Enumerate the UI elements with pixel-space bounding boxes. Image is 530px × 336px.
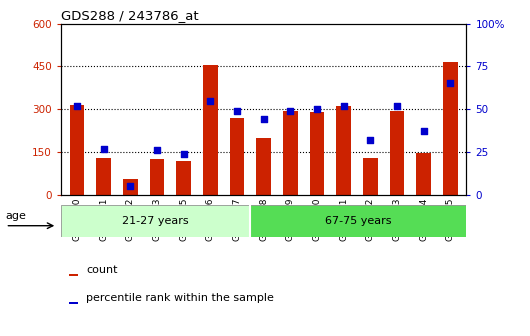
Bar xyxy=(257,138,271,195)
Bar xyxy=(283,111,298,195)
Bar xyxy=(69,105,84,195)
Point xyxy=(419,129,428,134)
Point xyxy=(73,103,81,109)
Point xyxy=(126,183,135,189)
Text: GDS288 / 243786_at: GDS288 / 243786_at xyxy=(61,9,199,23)
Bar xyxy=(363,158,378,195)
Point xyxy=(153,148,161,153)
Point xyxy=(180,151,188,157)
Bar xyxy=(69,302,78,304)
Bar xyxy=(203,65,218,195)
Bar xyxy=(123,179,138,195)
Bar xyxy=(69,274,78,276)
Bar xyxy=(96,158,111,195)
Bar xyxy=(310,112,324,195)
Point xyxy=(233,108,241,114)
Point xyxy=(259,117,268,122)
Text: 67-75 years: 67-75 years xyxy=(325,216,392,226)
Bar xyxy=(337,106,351,195)
Point xyxy=(313,107,321,112)
Bar xyxy=(390,111,404,195)
Point xyxy=(339,103,348,109)
Bar xyxy=(250,205,466,237)
Bar xyxy=(149,159,164,195)
Text: percentile rank within the sample: percentile rank within the sample xyxy=(86,293,275,303)
Bar xyxy=(229,118,244,195)
Bar xyxy=(61,205,250,237)
Text: count: count xyxy=(86,265,118,275)
Bar xyxy=(417,154,431,195)
Text: age: age xyxy=(5,211,26,221)
Point xyxy=(446,81,455,86)
Bar xyxy=(176,161,191,195)
Point xyxy=(100,146,108,151)
Point xyxy=(366,137,375,143)
Point xyxy=(286,108,295,114)
Text: 21-27 years: 21-27 years xyxy=(122,216,189,226)
Point xyxy=(206,98,215,103)
Point xyxy=(393,103,401,109)
Bar xyxy=(443,62,458,195)
